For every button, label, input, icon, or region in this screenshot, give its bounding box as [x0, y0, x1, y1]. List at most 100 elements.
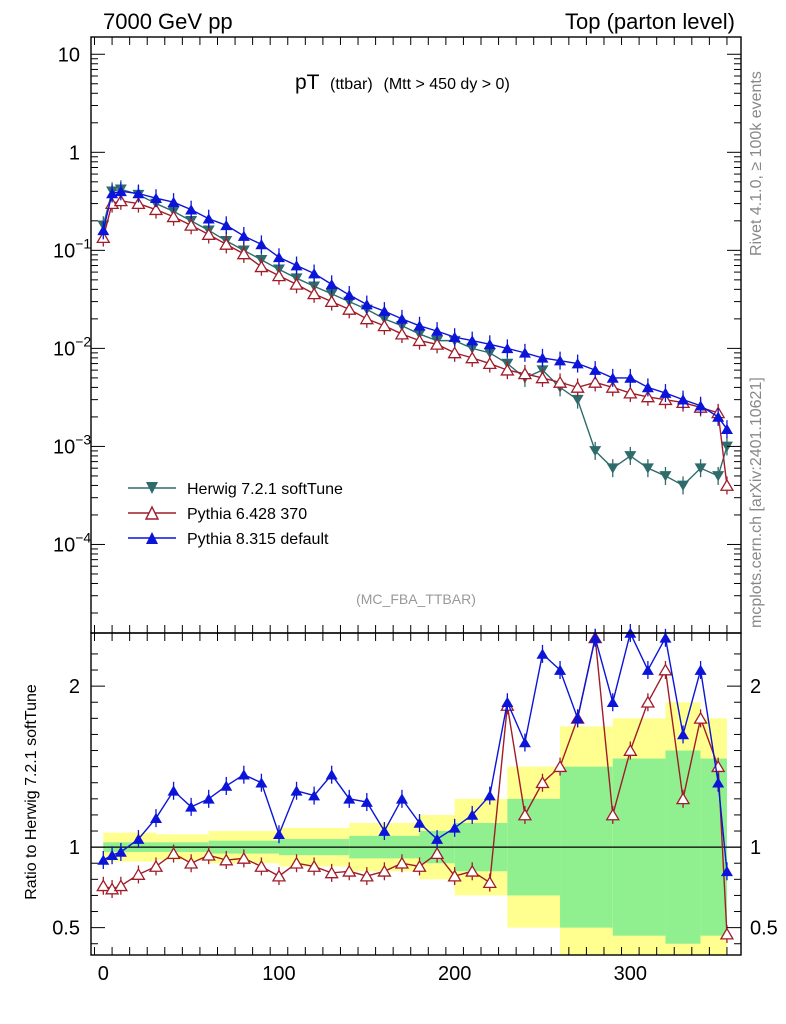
ratio-point-1 — [106, 849, 119, 860]
ratio-point-32 — [641, 664, 654, 675]
ratio-point-4 — [148, 859, 164, 872]
ratio-point-15 — [343, 793, 356, 804]
legend-label-pythia8: Pythia 8.315 default — [187, 531, 329, 548]
main-point-10 — [255, 238, 268, 250]
main-point-19 — [412, 333, 427, 347]
ratio-point-33 — [658, 663, 673, 676]
main-point-17 — [377, 319, 392, 332]
main-point-2 — [114, 185, 127, 197]
ratio-point-21 — [448, 822, 461, 833]
ratio-point-12 — [289, 856, 304, 869]
ratio-point-6 — [183, 856, 199, 869]
main-point-36 — [712, 411, 725, 422]
ratio-ytick-label-right-1: 1 — [750, 837, 761, 859]
main-point-19 — [413, 320, 426, 331]
ratio-point-18 — [395, 793, 408, 804]
ratio-frame — [90, 632, 742, 956]
ratio-point-10 — [255, 777, 268, 788]
main-point-35 — [694, 400, 707, 411]
ratio-point-8 — [219, 853, 234, 866]
ratio-point-25 — [517, 808, 533, 821]
main-ytick-base: 10 — [58, 44, 80, 66]
main-ytick-base: 1 — [69, 142, 80, 164]
ratio-point-31 — [623, 743, 638, 756]
ratio-point-11 — [272, 828, 285, 840]
ratio-point-7 — [201, 848, 216, 861]
ratio-point-2 — [114, 846, 127, 857]
main-point-4 — [150, 192, 162, 204]
main-ytick-label-5: 10−4 — [53, 529, 91, 556]
main-ytick-label-4: 10−3 — [53, 431, 91, 458]
ratio-point-29 — [589, 632, 602, 643]
ratio-point-35 — [693, 711, 708, 724]
main-point-15 — [342, 302, 357, 315]
main-point-34 — [677, 480, 690, 491]
main-line — [102, 188, 728, 487]
ratio-point-27 — [552, 759, 568, 773]
main-ytick-label-3: 10−2 — [53, 333, 91, 360]
ratio-point-5 — [167, 785, 180, 796]
main-point-17 — [378, 305, 391, 316]
ratio-point-30 — [606, 696, 619, 708]
main-pythia-8-315-default — [97, 182, 733, 439]
main-point-6 — [183, 218, 199, 231]
main-title: pT (ttbar) (Mtt > 450 dy > 0) — [295, 71, 510, 94]
ratio-point-22 — [465, 864, 480, 877]
main-point-23 — [483, 338, 496, 350]
main-point-32 — [640, 390, 656, 403]
main-point-21 — [447, 346, 462, 359]
ratio-y-axis-label: Ratio to Herwig 7.2.1 softTune — [23, 684, 40, 900]
ratio-point-25 — [518, 737, 531, 748]
ratio-pythia-8-315-default — [97, 624, 733, 881]
main-point-35 — [694, 463, 707, 474]
ratio-point-32 — [640, 695, 656, 708]
main-point-25 — [518, 347, 531, 358]
ratio-point-18 — [394, 856, 410, 869]
ratio-ytick-label-left-1: 1 — [69, 837, 80, 859]
ratio-point-10 — [254, 859, 269, 872]
main-point-10 — [254, 260, 269, 273]
legend-entry-pythia6: Pythia 6.428 370 — [128, 505, 307, 523]
main-ytick-label-2: 10−1 — [53, 235, 91, 262]
legend-marker-herwig — [146, 482, 158, 494]
main-point-30 — [606, 463, 619, 474]
main-ytick-exponent: −3 — [75, 431, 91, 447]
header-left: 7000 GeV pp — [103, 9, 233, 34]
main-point-13 — [308, 268, 321, 279]
ratio-point-8 — [220, 780, 233, 791]
main-point-32 — [641, 463, 654, 474]
ratio-point-20 — [431, 833, 444, 844]
xtick-label-0: 0 — [98, 963, 109, 985]
main-ytick-label-1: 1 — [69, 142, 80, 164]
main-point-31 — [623, 386, 638, 399]
ratio-point-36 — [712, 777, 725, 788]
ratio-point-16 — [360, 796, 373, 807]
header-right: Top (parton level) — [565, 9, 735, 34]
main-ytick-exponent: −1 — [75, 235, 91, 251]
main-point-6 — [185, 204, 198, 215]
main-point-20 — [431, 325, 444, 336]
ratio-point-33 — [659, 632, 672, 643]
main-point-25 — [517, 367, 533, 380]
ratio-ytick-label-right-0: 0.5 — [750, 918, 778, 940]
ratio-point-20 — [429, 846, 445, 860]
ratio-point-4 — [150, 812, 162, 823]
ratio-point-9 — [237, 769, 250, 780]
main-point-31 — [624, 372, 637, 383]
main-point-28 — [571, 358, 584, 369]
main-point-28 — [571, 394, 584, 406]
ratio-point-21 — [447, 869, 462, 882]
main-point-34 — [677, 394, 690, 405]
ratio-point-0 — [96, 879, 111, 892]
main-point-9 — [237, 230, 250, 241]
xtick-label-2: 200 — [438, 963, 471, 985]
main-point-18 — [395, 313, 408, 324]
ratio-point-3 — [132, 833, 145, 844]
main-point-4 — [148, 202, 164, 216]
main-point-31 — [624, 451, 637, 462]
main-point-13 — [306, 287, 322, 300]
ratio-line — [102, 630, 728, 872]
ratio-point-23 — [482, 875, 497, 888]
